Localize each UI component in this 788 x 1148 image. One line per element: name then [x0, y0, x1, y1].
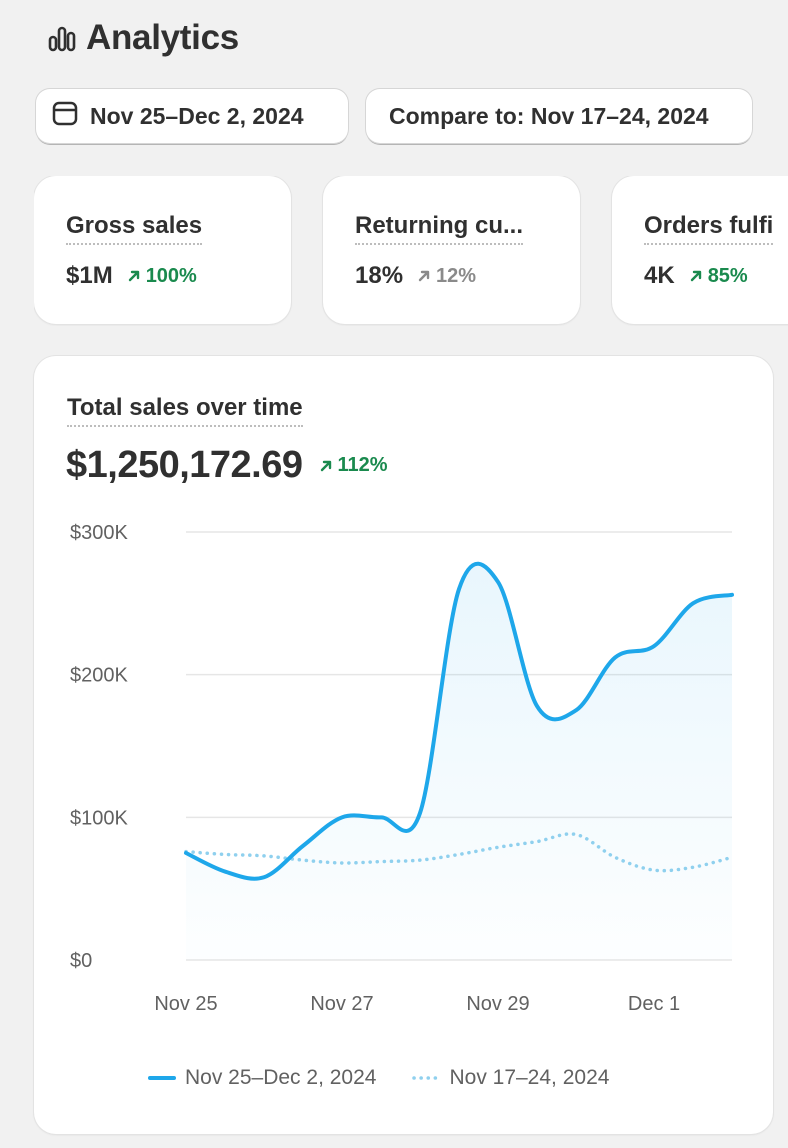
- metric-label: Gross sales: [66, 212, 203, 245]
- chart-legend: Nov 25–Dec 2, 2024 Nov 17–24, 2024: [148, 1062, 609, 1094]
- metric-label: Returning cu...: [355, 212, 523, 245]
- metric-value: 4K: [644, 262, 675, 289]
- arrow-up-right-icon: [128, 270, 139, 282]
- x-tick-label: Nov 25: [154, 993, 217, 1015]
- arrow-up-right-icon: [320, 460, 331, 471]
- legend-swatch-dotted: [412, 1076, 441, 1080]
- calendar-icon: [52, 99, 78, 133]
- total-sales-card: Total sales over time $1,250,172.69 112%…: [34, 356, 773, 1134]
- page-title: Analytics: [86, 18, 239, 57]
- metric-delta-value: 85%: [707, 264, 748, 287]
- bar-chart-icon: [48, 24, 76, 52]
- legend-label: Nov 17–24, 2024: [449, 1066, 610, 1089]
- metric-value: $1M: [66, 262, 113, 289]
- total-sales-delta: 112%: [319, 454, 388, 477]
- metric-label: Orders fulfi: [644, 212, 774, 245]
- series-line-current[interactable]: [184, 561, 734, 881]
- metric-delta: 100%: [127, 265, 197, 288]
- series-area-current: [186, 563, 732, 960]
- x-tick-label: Dec 1: [628, 993, 680, 1015]
- legend-item-comparison[interactable]: Nov 17–24, 2024: [412, 1066, 609, 1090]
- total-sales-value: $1,250,172.69: [66, 444, 303, 486]
- compare-range-picker[interactable]: Compare to: Nov 17–24, 2024: [366, 89, 752, 143]
- date-range-picker[interactable]: Nov 25–Dec 2, 2024: [36, 89, 348, 143]
- legend-item-current[interactable]: Nov 25–Dec 2, 2024: [148, 1066, 376, 1090]
- metric-delta: 12%: [417, 265, 476, 288]
- x-tick-label: Nov 29: [466, 993, 529, 1015]
- metric-delta: 85%: [689, 265, 748, 288]
- y-tick-label: $0: [70, 950, 92, 972]
- metric-card-returning-customers[interactable]: Returning cu... 18% 12%: [323, 176, 580, 324]
- arrow-up-right-icon: [690, 270, 701, 282]
- metric-cards: Gross sales $1M 100% Returning cu... 18%…: [34, 176, 788, 326]
- metric-value: 18%: [355, 262, 404, 289]
- card-title[interactable]: Total sales over time: [67, 394, 303, 427]
- page-header: Analytics: [48, 16, 239, 60]
- total-sales: $1,250,172.69 112%: [66, 444, 388, 487]
- x-tick-label: Nov 27: [310, 993, 373, 1015]
- metric-delta-value: 100%: [145, 264, 197, 287]
- arrow-up-right-icon: [418, 270, 430, 282]
- metric-delta-value: 12%: [436, 264, 477, 287]
- y-tick-label: $300K: [70, 522, 128, 544]
- series-line-comparison[interactable]: [184, 832, 734, 873]
- compare-range-label: Compare to: Nov 17–24, 2024: [389, 102, 709, 129]
- date-range-label: Nov 25–Dec 2, 2024: [90, 102, 304, 129]
- metric-card-gross-sales[interactable]: Gross sales $1M 100%: [34, 176, 291, 324]
- metric-card-orders-fulfilled[interactable]: Orders fulfi 4K 85%: [612, 176, 788, 324]
- y-tick-label: $100K: [70, 807, 128, 829]
- y-tick-label: $200K: [70, 665, 128, 687]
- total-sales-delta-value: 112%: [337, 454, 388, 476]
- sales-line-chart[interactable]: $0 $100K $200K $300K Nov 25 Nov 27 Nov 29 Dec 1: [34, 356, 773, 1056]
- legend-swatch-solid: [148, 1076, 176, 1080]
- legend-label: Nov 25–Dec 2, 2024: [185, 1066, 377, 1089]
